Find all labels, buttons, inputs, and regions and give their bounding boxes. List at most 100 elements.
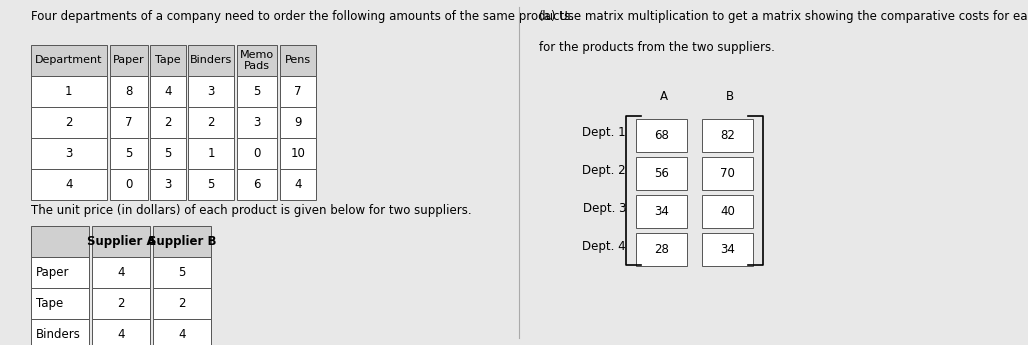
Text: 2: 2 <box>65 116 73 129</box>
Text: A: A <box>660 90 668 103</box>
Text: 4: 4 <box>117 266 124 279</box>
FancyBboxPatch shape <box>150 76 186 107</box>
FancyBboxPatch shape <box>636 233 687 266</box>
Text: Dept. 1: Dept. 1 <box>583 126 626 139</box>
Text: 3: 3 <box>65 147 73 160</box>
FancyBboxPatch shape <box>150 138 186 169</box>
FancyBboxPatch shape <box>236 45 278 76</box>
Text: 3: 3 <box>164 178 172 191</box>
Text: Tape: Tape <box>155 56 181 65</box>
FancyBboxPatch shape <box>280 45 316 76</box>
Text: (a) Use matrix multiplication to get a matrix showing the comparative costs for : (a) Use matrix multiplication to get a m… <box>540 10 1028 23</box>
Text: 3: 3 <box>253 116 261 129</box>
FancyBboxPatch shape <box>236 138 278 169</box>
FancyBboxPatch shape <box>31 319 89 345</box>
Text: 28: 28 <box>654 243 669 256</box>
Text: 34: 34 <box>721 243 735 256</box>
FancyBboxPatch shape <box>702 157 754 190</box>
Text: 56: 56 <box>654 167 669 180</box>
FancyBboxPatch shape <box>110 107 148 138</box>
Text: 2: 2 <box>117 297 124 310</box>
Text: 9: 9 <box>294 116 301 129</box>
FancyBboxPatch shape <box>188 107 234 138</box>
FancyBboxPatch shape <box>280 138 316 169</box>
Text: The unit price (in dollars) of each product is given below for two suppliers.: The unit price (in dollars) of each prod… <box>31 204 471 217</box>
FancyBboxPatch shape <box>702 233 754 266</box>
FancyBboxPatch shape <box>31 169 107 200</box>
FancyBboxPatch shape <box>636 195 687 228</box>
Text: 4: 4 <box>117 328 124 341</box>
Text: 34: 34 <box>654 205 669 218</box>
Text: 1: 1 <box>208 147 215 160</box>
Text: Paper: Paper <box>36 266 69 279</box>
Text: Binders: Binders <box>36 328 80 341</box>
Text: Paper: Paper <box>113 56 144 65</box>
FancyBboxPatch shape <box>91 257 150 288</box>
FancyBboxPatch shape <box>188 169 234 200</box>
Text: Supplier A: Supplier A <box>86 235 155 248</box>
FancyBboxPatch shape <box>153 288 212 319</box>
FancyBboxPatch shape <box>31 257 89 288</box>
Text: 7: 7 <box>294 85 301 98</box>
Text: 8: 8 <box>125 85 133 98</box>
Text: 5: 5 <box>125 147 133 160</box>
FancyBboxPatch shape <box>150 45 186 76</box>
FancyBboxPatch shape <box>110 169 148 200</box>
Text: 10: 10 <box>290 147 305 160</box>
FancyBboxPatch shape <box>91 319 150 345</box>
Text: 7: 7 <box>124 116 133 129</box>
Text: Dept. 2: Dept. 2 <box>583 164 626 177</box>
FancyBboxPatch shape <box>188 138 234 169</box>
FancyBboxPatch shape <box>702 119 754 152</box>
Text: 0: 0 <box>253 147 261 160</box>
FancyBboxPatch shape <box>702 195 754 228</box>
Text: 4: 4 <box>164 85 172 98</box>
FancyBboxPatch shape <box>31 45 107 76</box>
FancyBboxPatch shape <box>153 257 212 288</box>
FancyBboxPatch shape <box>280 107 316 138</box>
FancyBboxPatch shape <box>188 76 234 107</box>
Text: for the products from the two suppliers.: for the products from the two suppliers. <box>540 41 775 55</box>
Text: 4: 4 <box>294 178 301 191</box>
Text: 5: 5 <box>208 178 215 191</box>
Text: 40: 40 <box>721 205 735 218</box>
Text: 3: 3 <box>208 85 215 98</box>
FancyBboxPatch shape <box>236 169 278 200</box>
Text: 4: 4 <box>178 328 186 341</box>
FancyBboxPatch shape <box>31 76 107 107</box>
Text: 5: 5 <box>178 266 186 279</box>
FancyBboxPatch shape <box>636 119 687 152</box>
Text: 5: 5 <box>253 85 261 98</box>
Text: Dept. 3: Dept. 3 <box>583 202 626 215</box>
Text: Four departments of a company need to order the following amounts of the same pr: Four departments of a company need to or… <box>31 10 574 23</box>
Text: 0: 0 <box>125 178 133 191</box>
Text: Binders: Binders <box>190 56 232 65</box>
Text: Memo
Pads: Memo Pads <box>240 50 274 71</box>
FancyBboxPatch shape <box>153 319 212 345</box>
FancyBboxPatch shape <box>110 45 148 76</box>
Text: Pens: Pens <box>285 56 310 65</box>
Text: 70: 70 <box>721 167 735 180</box>
Text: Dept. 4: Dept. 4 <box>583 240 626 253</box>
Text: 82: 82 <box>721 129 735 142</box>
FancyBboxPatch shape <box>280 169 316 200</box>
Text: Tape: Tape <box>36 297 63 310</box>
FancyBboxPatch shape <box>110 138 148 169</box>
Text: 1: 1 <box>65 85 73 98</box>
Text: 5: 5 <box>164 147 172 160</box>
FancyBboxPatch shape <box>280 76 316 107</box>
Text: 4: 4 <box>65 178 73 191</box>
FancyBboxPatch shape <box>153 226 212 257</box>
Text: Department: Department <box>35 56 103 65</box>
FancyBboxPatch shape <box>91 288 150 319</box>
FancyBboxPatch shape <box>31 107 107 138</box>
FancyBboxPatch shape <box>236 107 278 138</box>
FancyBboxPatch shape <box>636 157 687 190</box>
Text: 68: 68 <box>654 129 669 142</box>
Text: 6: 6 <box>253 178 261 191</box>
Text: 2: 2 <box>208 116 215 129</box>
FancyBboxPatch shape <box>236 76 278 107</box>
FancyBboxPatch shape <box>31 288 89 319</box>
Text: 2: 2 <box>164 116 172 129</box>
FancyBboxPatch shape <box>150 107 186 138</box>
